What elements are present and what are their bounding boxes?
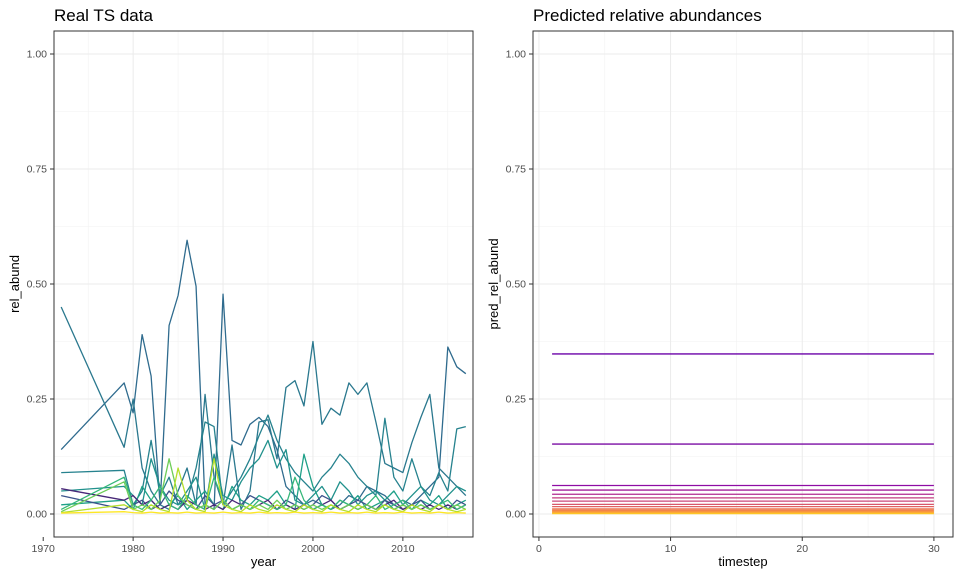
- y-axis-title-predicted: pred_rel_abund: [486, 238, 501, 329]
- y-tick-label: 0.00: [506, 509, 527, 521]
- gridlines-real-ts: [54, 31, 473, 537]
- y-tick-label: 0.75: [27, 164, 48, 176]
- series-line-real-ts-4: [61, 439, 467, 511]
- x-tick-label: 2000: [301, 543, 325, 555]
- x-tick-label: 30: [928, 543, 940, 555]
- y-ticks-predicted: 0.00 0.25 0.50 0.75 1.00: [506, 49, 533, 521]
- series-line-real-ts-10: [61, 458, 466, 514]
- panel-title-predicted: Predicted relative abundances: [533, 6, 762, 25]
- x-axis-title-predicted: timestep: [718, 554, 767, 569]
- y-ticks-real-ts: 0.00 0.25 0.50 0.75 1.00: [27, 49, 54, 521]
- gridlines-predicted: [533, 31, 953, 537]
- x-tick-label: 0: [536, 543, 542, 555]
- panel-title-real-ts: Real TS data: [54, 6, 153, 25]
- x-ticks-predicted: 0 10 20 30: [536, 537, 940, 555]
- series-group-predicted: [552, 353, 934, 515]
- y-tick-label: 0.00: [27, 509, 48, 521]
- y-tick-label: 1.00: [506, 49, 527, 61]
- x-tick-label: 1980: [121, 543, 145, 555]
- y-tick-label: 1.00: [27, 49, 48, 61]
- series-line-real-ts-9: [60, 458, 467, 513]
- y-tick-label: 0.25: [27, 394, 48, 406]
- x-axis-title-real-ts: year: [251, 554, 277, 569]
- x-tick-label: 1990: [211, 543, 235, 555]
- y-tick-label: 0.50: [27, 279, 48, 291]
- series-group-real-ts: [60, 239, 467, 514]
- y-axis-title-real-ts: rel_abund: [7, 255, 22, 313]
- series-line-real-ts-8: [60, 476, 467, 511]
- x-tick-label: 20: [796, 543, 808, 555]
- x-tick-label: 1970: [32, 543, 56, 555]
- x-tick-label: 2010: [391, 543, 415, 555]
- panel-predicted: Predicted relative abundances 0 10 20 30 0.…: [486, 6, 954, 569]
- series-line-real-ts-11: [61, 511, 466, 514]
- x-ticks-real-ts: 1970 1980 1990 2000 2010: [32, 537, 415, 555]
- y-tick-label: 0.50: [506, 279, 527, 291]
- y-tick-label: 0.75: [506, 164, 527, 176]
- x-tick-label: 10: [665, 543, 677, 555]
- panel-real-ts: Real TS data 1970 1980 1990 2000 2010 0.000.…: [7, 6, 474, 569]
- y-tick-label: 0.25: [506, 394, 527, 406]
